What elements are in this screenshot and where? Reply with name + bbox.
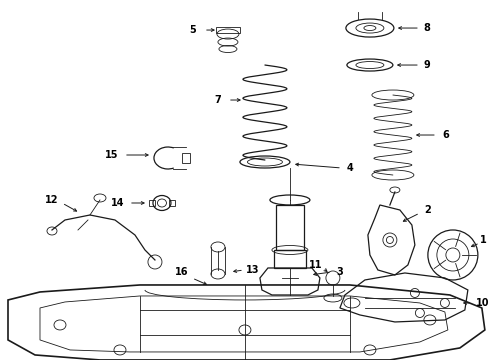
Text: 15: 15: [105, 150, 119, 160]
Text: 4: 4: [346, 163, 353, 173]
Text: 1: 1: [480, 235, 486, 245]
Text: 14: 14: [111, 198, 125, 208]
Text: 10: 10: [476, 298, 490, 308]
Text: 16: 16: [175, 267, 189, 277]
Text: 3: 3: [337, 267, 343, 277]
Text: 13: 13: [246, 265, 260, 275]
Text: 5: 5: [190, 25, 196, 35]
Text: 12: 12: [45, 195, 59, 205]
Text: 6: 6: [442, 130, 449, 140]
Text: 8: 8: [423, 23, 430, 33]
Text: 11: 11: [309, 260, 322, 270]
Text: 9: 9: [423, 60, 430, 70]
Text: 2: 2: [424, 205, 431, 215]
Text: 7: 7: [215, 95, 221, 105]
